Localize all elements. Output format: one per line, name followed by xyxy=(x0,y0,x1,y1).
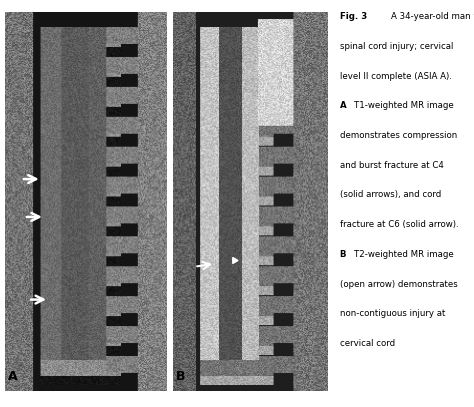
Text: (solid arrows), and cord: (solid arrows), and cord xyxy=(340,190,441,199)
Text: level II complete (ASIA A).: level II complete (ASIA A). xyxy=(340,72,452,81)
Text: B: B xyxy=(176,370,186,383)
Text: non-contiguous injury at: non-contiguous injury at xyxy=(340,309,445,318)
Text: A: A xyxy=(340,101,349,110)
Text: A: A xyxy=(8,370,18,383)
Text: A 34-year-old man with: A 34-year-old man with xyxy=(391,12,474,21)
Text: Fig. 3: Fig. 3 xyxy=(340,12,370,21)
Text: (open arrow) demonstrates: (open arrow) demonstrates xyxy=(340,280,457,289)
Text: T1-weighted MR image: T1-weighted MR image xyxy=(354,101,454,110)
Text: B: B xyxy=(340,250,349,259)
Text: T2-weighted MR image: T2-weighted MR image xyxy=(354,250,454,259)
Text: and burst fracture at C4: and burst fracture at C4 xyxy=(340,161,444,170)
Text: fracture at C6 (solid arrow).: fracture at C6 (solid arrow). xyxy=(340,220,458,229)
Text: demonstrates compression: demonstrates compression xyxy=(340,131,457,140)
Text: cervical cord: cervical cord xyxy=(340,339,395,348)
Text: spinal cord injury; cervical: spinal cord injury; cervical xyxy=(340,42,453,51)
